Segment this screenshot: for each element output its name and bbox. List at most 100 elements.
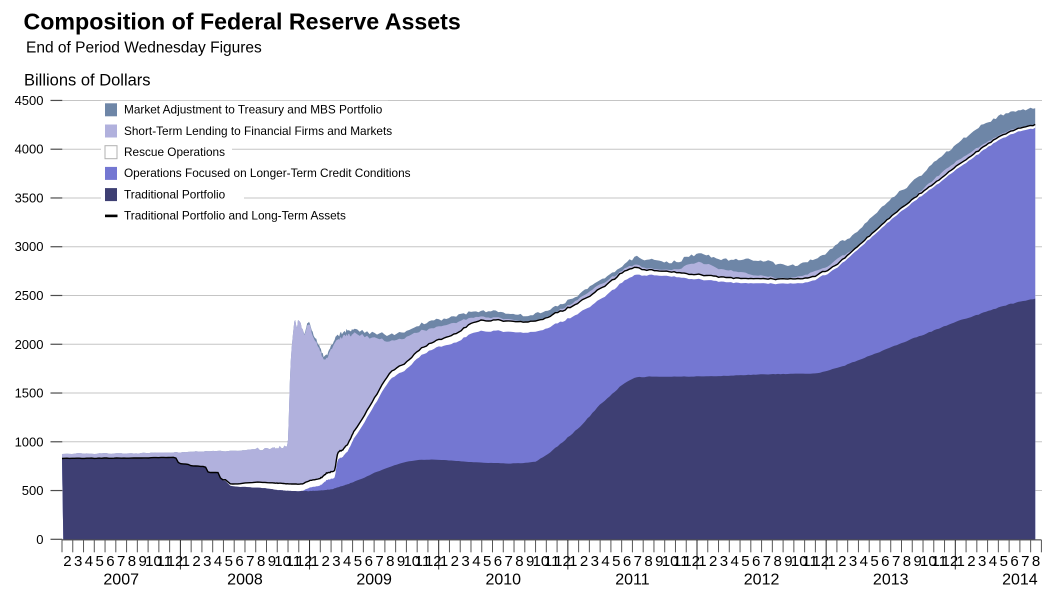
svg-text:8: 8	[774, 553, 782, 570]
svg-text:11: 11	[802, 553, 818, 570]
svg-text:3: 3	[720, 553, 728, 570]
svg-text:6: 6	[365, 553, 373, 570]
svg-text:0: 0	[36, 532, 43, 547]
svg-text:12: 12	[812, 553, 829, 570]
svg-text:Composition of Federal Reserve: Composition of Federal Reserve Assets	[24, 9, 461, 35]
svg-text:10: 10	[533, 553, 550, 570]
svg-text:1: 1	[440, 553, 448, 570]
svg-text:5: 5	[225, 553, 233, 570]
svg-text:8: 8	[515, 553, 523, 570]
svg-text:1: 1	[957, 553, 965, 570]
svg-text:8: 8	[903, 553, 911, 570]
svg-text:2: 2	[322, 553, 330, 570]
svg-text:10: 10	[274, 553, 291, 570]
svg-text:Traditional Portfolio and Long: Traditional Portfolio and Long-Term Asse…	[124, 209, 346, 223]
svg-text:6: 6	[752, 553, 760, 570]
svg-text:2: 2	[838, 553, 846, 570]
svg-text:2008: 2008	[227, 572, 263, 589]
svg-text:4: 4	[472, 553, 480, 570]
svg-text:11: 11	[286, 553, 302, 570]
svg-text:9: 9	[268, 553, 276, 570]
svg-text:2011: 2011	[615, 572, 650, 589]
svg-text:3: 3	[461, 553, 469, 570]
svg-text:1: 1	[827, 553, 835, 570]
svg-text:5: 5	[741, 553, 749, 570]
svg-text:2: 2	[192, 553, 200, 570]
svg-text:4: 4	[85, 553, 93, 570]
svg-text:12: 12	[296, 553, 313, 570]
svg-text:1: 1	[311, 553, 319, 570]
svg-text:5: 5	[483, 553, 491, 570]
svg-text:7: 7	[892, 553, 900, 570]
svg-text:11: 11	[415, 553, 431, 570]
svg-text:5: 5	[612, 553, 620, 570]
svg-text:4500: 4500	[15, 93, 44, 108]
svg-text:500: 500	[22, 483, 44, 498]
svg-text:6: 6	[623, 553, 631, 570]
svg-text:3: 3	[849, 553, 857, 570]
svg-text:2000: 2000	[15, 337, 44, 352]
svg-text:3000: 3000	[15, 239, 44, 254]
svg-text:1500: 1500	[15, 386, 44, 401]
svg-text:4: 4	[860, 553, 868, 570]
svg-text:4: 4	[214, 553, 222, 570]
svg-text:Traditional Portfolio: Traditional Portfolio	[124, 187, 226, 201]
svg-text:12: 12	[554, 553, 571, 570]
svg-text:7: 7	[763, 553, 771, 570]
svg-text:1000: 1000	[15, 434, 44, 449]
svg-text:12: 12	[167, 553, 184, 570]
svg-text:6: 6	[106, 553, 114, 570]
svg-text:2500: 2500	[15, 288, 44, 303]
svg-text:4: 4	[601, 553, 609, 570]
svg-text:11: 11	[673, 553, 689, 570]
svg-text:9: 9	[655, 553, 663, 570]
svg-text:2009: 2009	[356, 572, 392, 589]
svg-text:12: 12	[942, 553, 959, 570]
svg-text:9: 9	[784, 553, 792, 570]
svg-text:10: 10	[920, 553, 937, 570]
svg-text:8: 8	[644, 553, 652, 570]
svg-text:4000: 4000	[15, 142, 44, 157]
svg-text:11: 11	[544, 553, 560, 570]
svg-text:Short-Term Lending to Financia: Short-Term Lending to Financial Firms an…	[124, 124, 392, 138]
svg-text:5: 5	[870, 553, 878, 570]
svg-text:2010: 2010	[485, 572, 521, 589]
svg-text:3: 3	[74, 553, 82, 570]
svg-text:2014: 2014	[1002, 572, 1038, 589]
svg-text:9: 9	[526, 553, 534, 570]
svg-text:8: 8	[257, 553, 265, 570]
svg-text:8: 8	[386, 553, 394, 570]
svg-text:2: 2	[967, 553, 975, 570]
svg-text:2007: 2007	[103, 572, 139, 589]
svg-text:1: 1	[698, 553, 706, 570]
svg-text:5: 5	[1000, 553, 1008, 570]
svg-text:2: 2	[63, 553, 71, 570]
svg-text:10: 10	[145, 553, 162, 570]
svg-text:6: 6	[1010, 553, 1018, 570]
svg-text:Billions of Dollars: Billions of Dollars	[24, 71, 151, 89]
svg-text:Market Adjustment to Treasury: Market Adjustment to Treasury and MBS Po…	[124, 103, 383, 117]
svg-text:1: 1	[182, 553, 190, 570]
svg-text:2: 2	[709, 553, 717, 570]
svg-text:5: 5	[354, 553, 362, 570]
svg-text:9: 9	[139, 553, 147, 570]
svg-text:6: 6	[494, 553, 502, 570]
svg-text:10: 10	[662, 553, 679, 570]
svg-text:10: 10	[791, 553, 808, 570]
svg-text:8: 8	[1032, 553, 1040, 570]
svg-text:3: 3	[978, 553, 986, 570]
svg-text:7: 7	[1021, 553, 1029, 570]
svg-text:7: 7	[634, 553, 642, 570]
svg-text:3: 3	[203, 553, 211, 570]
svg-text:9: 9	[397, 553, 405, 570]
svg-text:End of Period Wednesday Figure: End of Period Wednesday Figures	[26, 39, 262, 56]
svg-text:7: 7	[375, 553, 383, 570]
svg-text:12: 12	[425, 553, 442, 570]
svg-text:2012: 2012	[744, 572, 780, 589]
svg-text:11: 11	[931, 553, 947, 570]
svg-text:3: 3	[332, 553, 340, 570]
svg-text:3: 3	[591, 553, 599, 570]
svg-text:1: 1	[569, 553, 577, 570]
svg-text:5: 5	[95, 553, 103, 570]
svg-text:12: 12	[683, 553, 700, 570]
